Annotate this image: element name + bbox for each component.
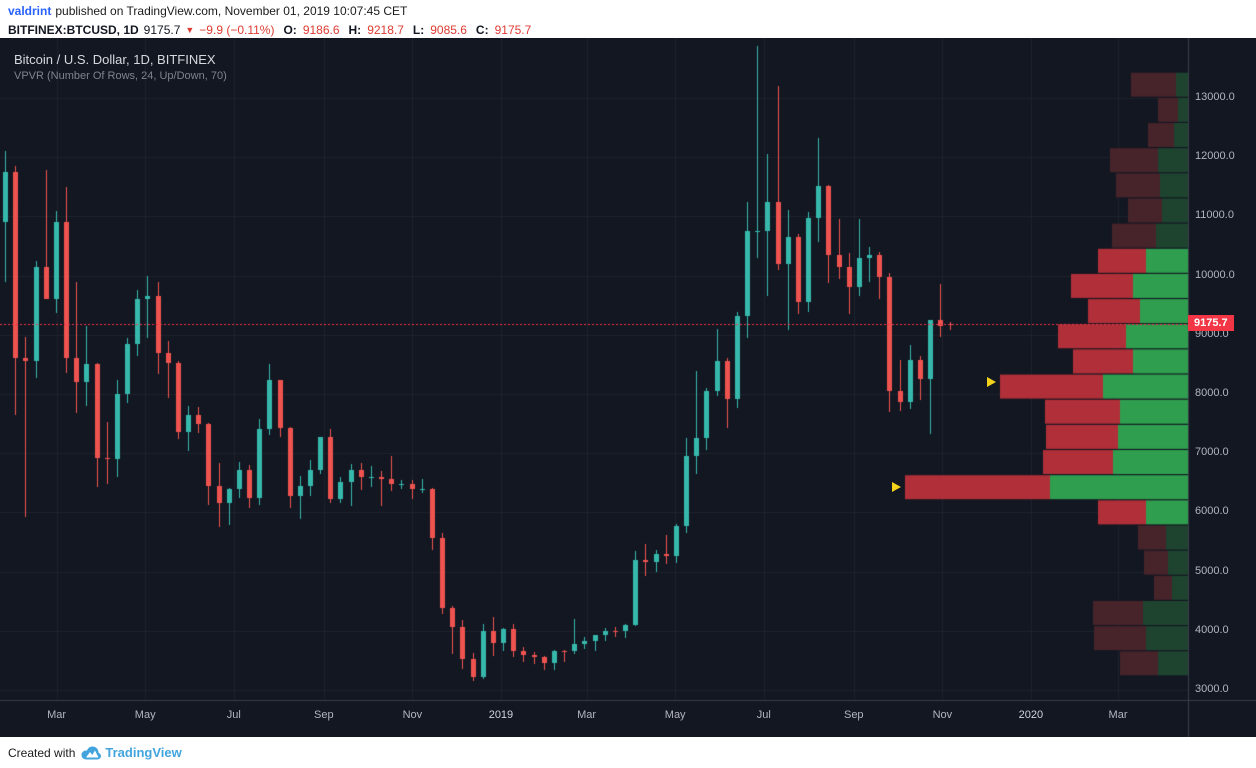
highlight-arrow-icon (892, 481, 901, 492)
tradingview-logo-icon (81, 746, 102, 759)
open-value: 9186.6 (302, 22, 340, 37)
publish-info-text: published on TradingView.com, November 0… (55, 3, 408, 18)
time-axis-label: Mar (47, 709, 67, 721)
indicator-legend[interactable]: VPVR (Number Of Rows, 24, Up/Down, 70) (14, 70, 227, 82)
time-axis-label: 2020 (1018, 709, 1044, 721)
time-axis-label: Mar (1108, 709, 1128, 721)
price-axis-label: 6000.0 (1195, 505, 1229, 518)
high-value: 9218.7 (367, 22, 404, 37)
chart-area: Bitcoin / U.S. Dollar, 1D, BITFINEX VPVR… (0, 38, 1256, 737)
symbol-title: BITFINEX:BTCUSD, 1D (8, 22, 139, 37)
time-axis-label: Jul (226, 709, 241, 721)
low-value: 9085.6 (430, 22, 467, 37)
tradingview-brand-link[interactable]: TradingView (105, 745, 182, 760)
price-axis-label: 5000.0 (1195, 564, 1229, 577)
time-axis[interactable]: Mar May Jul Sep Nov 2019 Mar May Jul Sep Nov 2020 Ma… (0, 700, 1188, 737)
time-axis-label: Sep (313, 709, 334, 721)
time-axis-label: May (134, 709, 156, 721)
chart-legend-title[interactable]: Bitcoin / U.S. Dollar, 1D, BITFINEX (14, 52, 216, 67)
price-axis-label: 12000.0 (1195, 150, 1235, 163)
price-change: −9.9 (−0.11%) (199, 22, 275, 37)
created-with-text: Created with (8, 745, 76, 760)
time-axis-label: Jul (756, 709, 771, 721)
price-axis-label: 11000.0 (1195, 209, 1234, 222)
last-price-label: 9175.7 (1188, 315, 1234, 332)
direction-down-icon: ▼ (185, 24, 195, 35)
time-axis-label: Nov (932, 709, 953, 721)
low-label: L: (412, 22, 425, 37)
author-link[interactable]: valdrint (8, 3, 52, 18)
time-axis-label: 2019 (488, 709, 514, 721)
last-price-value: 9175.7 (143, 22, 181, 37)
price-chart-canvas[interactable] (0, 38, 1256, 737)
price-axis-label: 10000.0 (1195, 268, 1235, 281)
close-label: C: (475, 22, 489, 37)
time-axis-label: May (664, 709, 686, 721)
price-axis[interactable]: 13000.0 12000.0 11000.0 10000.0 9000.0 8000.0… (1188, 38, 1256, 700)
price-axis-label: 7000.0 (1195, 446, 1229, 459)
time-axis-label: Nov (402, 709, 423, 721)
close-value: 9175.7 (494, 22, 532, 37)
price-axis-label: 8000.0 (1195, 386, 1229, 399)
open-label: O: (283, 22, 297, 37)
last-price-label-value: 9175.7 (1194, 317, 1228, 330)
highlight-arrow-icon (987, 377, 996, 388)
time-axis-label: Mar (577, 709, 597, 721)
attribution-bar: Created with TradingView (0, 737, 1256, 768)
publish-info-bar: valdrint published on TradingView.com, N… (0, 0, 1256, 21)
price-axis-label: 3000.0 (1195, 682, 1229, 695)
high-label: H: (348, 22, 362, 37)
time-axis-label: Sep (843, 709, 864, 721)
price-axis-label: 13000.0 (1195, 91, 1235, 104)
symbol-info-bar: BITFINEX:BTCUSD, 1D 9175.7 ▼ −9.9 (−0.11… (0, 21, 1256, 38)
price-axis-label: 4000.0 (1195, 623, 1229, 636)
